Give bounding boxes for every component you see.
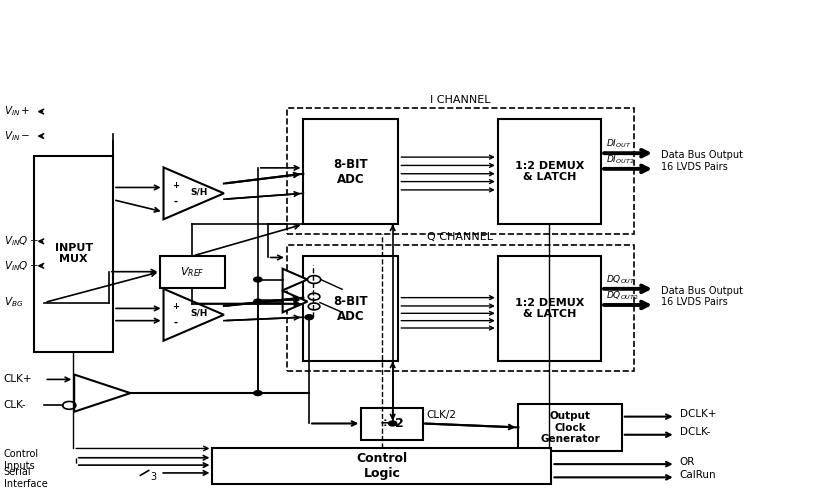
Text: Data Bus Output
16 LVDS Pairs: Data Bus Output 16 LVDS Pairs: [661, 286, 743, 308]
FancyBboxPatch shape: [160, 256, 225, 288]
Text: Q CHANNEL: Q CHANNEL: [427, 232, 494, 242]
Text: $V_{BG}$: $V_{BG}$: [4, 296, 23, 310]
FancyBboxPatch shape: [303, 256, 398, 361]
Text: Data Bus Output
16 LVDS Pairs: Data Bus Output 16 LVDS Pairs: [661, 150, 743, 172]
Text: $V_{IN}+$: $V_{IN}+$: [4, 105, 31, 118]
Circle shape: [254, 390, 262, 395]
Polygon shape: [164, 168, 224, 219]
Text: -: -: [174, 197, 178, 207]
Text: $DI_{OUT2}$: $DI_{OUT2}$: [606, 154, 634, 167]
Text: $V_{IN}-$: $V_{IN}-$: [4, 129, 31, 143]
Polygon shape: [164, 289, 224, 341]
Text: 8-BIT
ADC: 8-BIT ADC: [334, 158, 369, 185]
Text: $V_{IN}Q-$: $V_{IN}Q-$: [4, 259, 39, 273]
Circle shape: [254, 277, 262, 282]
Text: DCLK-: DCLK-: [680, 427, 710, 437]
Text: ÷ 2: ÷ 2: [380, 417, 404, 430]
Text: +: +: [173, 302, 179, 311]
Text: INPUT
MUX: INPUT MUX: [55, 243, 93, 264]
Text: CLK+: CLK+: [4, 374, 32, 385]
Text: Control
Inputs: Control Inputs: [4, 450, 39, 471]
Text: -: -: [174, 318, 178, 328]
Circle shape: [254, 299, 262, 304]
Text: 1:2 DEMUX
& LATCH: 1:2 DEMUX & LATCH: [515, 161, 584, 182]
Text: $DQ_{OUT}$: $DQ_{OUT}$: [606, 274, 636, 286]
Text: Output
Clock
Generator: Output Clock Generator: [540, 411, 600, 444]
FancyBboxPatch shape: [498, 256, 601, 361]
Text: $DQ_{OUT2}$: $DQ_{OUT2}$: [606, 289, 639, 302]
Text: +: +: [173, 180, 179, 189]
Text: Control
Logic: Control Logic: [356, 452, 408, 480]
FancyBboxPatch shape: [498, 119, 601, 224]
FancyBboxPatch shape: [361, 408, 423, 440]
FancyBboxPatch shape: [303, 119, 398, 224]
Text: 3: 3: [150, 472, 156, 482]
Circle shape: [388, 421, 397, 426]
Text: CalRun: CalRun: [680, 470, 716, 480]
Text: $DI_{OUT}$: $DI_{OUT}$: [606, 137, 632, 150]
Circle shape: [305, 315, 313, 319]
Text: CLK/2: CLK/2: [427, 410, 457, 420]
FancyBboxPatch shape: [519, 404, 622, 451]
Text: $V_{REF}$: $V_{REF}$: [180, 265, 205, 279]
Text: OR: OR: [680, 457, 695, 467]
Polygon shape: [283, 269, 307, 290]
Text: S/H: S/H: [190, 309, 208, 318]
Polygon shape: [74, 375, 130, 412]
Text: I CHANNEL: I CHANNEL: [430, 95, 491, 105]
Text: $V_{IN}Q+$: $V_{IN}Q+$: [4, 235, 39, 248]
Text: CLK-: CLK-: [4, 400, 27, 410]
Polygon shape: [283, 291, 307, 313]
Text: 8-BIT
ADC: 8-BIT ADC: [334, 295, 369, 322]
Text: S/H: S/H: [190, 187, 208, 196]
Text: Serial
Interface: Serial Interface: [4, 467, 47, 489]
FancyBboxPatch shape: [212, 449, 551, 484]
Text: DCLK+: DCLK+: [680, 409, 716, 419]
Text: 1:2 DEMUX
& LATCH: 1:2 DEMUX & LATCH: [515, 298, 584, 319]
FancyBboxPatch shape: [35, 156, 113, 352]
